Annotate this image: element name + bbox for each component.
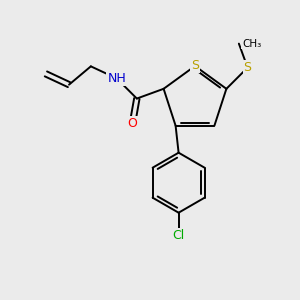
Text: S: S [244,61,252,74]
Text: O: O [128,117,137,130]
Text: Cl: Cl [172,229,185,242]
Text: NH: NH [107,72,126,85]
Text: S: S [191,59,199,73]
Text: CH₃: CH₃ [242,39,261,49]
